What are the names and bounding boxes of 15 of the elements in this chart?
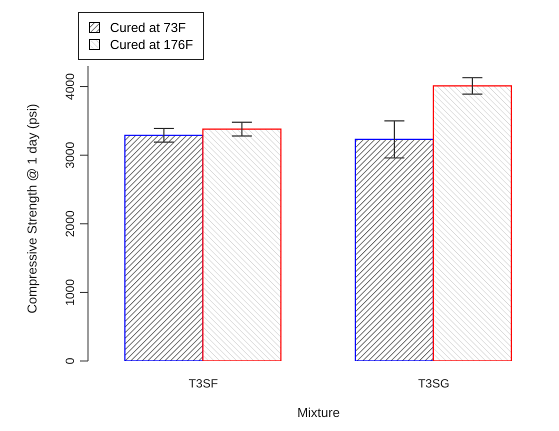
y-tick-label: 4000 [63,72,77,100]
x-tick-label: T3SG [418,376,450,391]
y-tick-label: 2000 [63,210,77,238]
legend-label: Cured at 176F [110,36,194,53]
bar [354,138,434,361]
x-axis-title: Mixture [297,405,340,420]
y-tick-label: 3000 [63,142,77,169]
y-axis-title: Compressive Strength @ 1 day (psi) [24,104,40,314]
y-tick-label: 0 [63,357,77,364]
bar [432,85,512,361]
bar [124,134,204,361]
x-tick-label: T3SF [188,376,218,391]
bar [202,128,282,361]
y-tick-label: 1000 [63,278,77,306]
legend-label: Cured at 73F [110,19,186,36]
